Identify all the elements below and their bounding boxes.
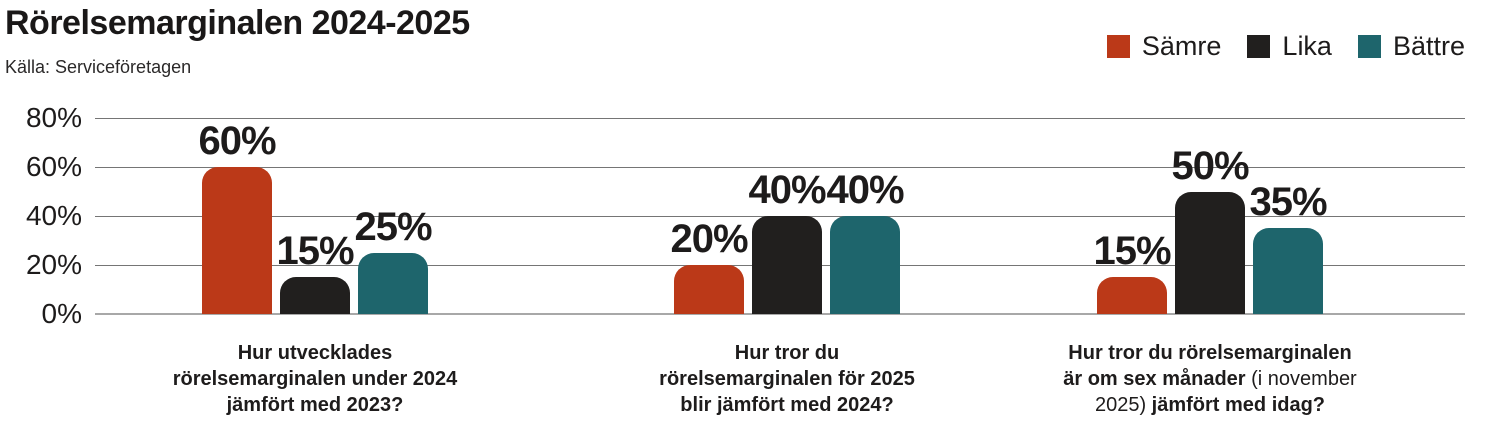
bar-value-label: 20% <box>670 217 748 261</box>
legend-item-battre: Bättre <box>1357 31 1465 62</box>
legend-label: Bättre <box>1392 31 1465 61</box>
bar <box>202 167 272 314</box>
category-label-line: Hur tror du rörelsemarginalen <box>1068 342 1352 364</box>
bar-value-label: 35% <box>1249 180 1327 225</box>
y-axis-tick: 40% <box>25 200 82 231</box>
bar-value-label: 15% <box>1093 229 1171 274</box>
bar <box>1097 277 1167 314</box>
bar-group2-samre: 20% <box>670 118 749 314</box>
legend-item-lika: Lika <box>1247 31 1332 62</box>
gridline-80 <box>95 118 1465 119</box>
category-label-line: 2025) jämfört med idag? <box>1094 394 1326 416</box>
category-label-line: Hur utvecklades <box>237 342 393 364</box>
category-label-1: Hur utvecklades rörelsemarginalen under … <box>75 340 555 418</box>
legend: Sämre Lika Bättre <box>1106 31 1465 62</box>
bar <box>830 216 900 314</box>
category-label-3: Hur tror du rörelsemarginalen är om sex … <box>970 340 1450 418</box>
legend-swatch-battre <box>1357 35 1381 58</box>
category-label-line: rörelsemarginalen under 2024 <box>172 368 458 390</box>
bar <box>674 265 744 314</box>
category-label-line: jämfört med 2023? <box>226 394 404 416</box>
gridline-baseline <box>95 313 1465 315</box>
category-label-line: är om sex månader (i november <box>1063 368 1357 390</box>
bar <box>280 277 350 314</box>
y-axis-tick: 60% <box>25 151 82 182</box>
bar-value-label: 40% <box>826 168 904 212</box>
bar-value-label: 60% <box>198 119 276 163</box>
page-title: Rörelsemarginalen 2024-2025 <box>5 4 470 42</box>
plot-area: 80% 60% 40% 20% 0% 60% 15% 25% 20% 40% 4… <box>0 102 1500 329</box>
y-axis-tick: 20% <box>25 249 82 280</box>
bar-group1-samre: 60% <box>198 118 277 314</box>
gridline-60 <box>95 167 1465 168</box>
bar <box>1253 228 1323 314</box>
bar-value-label: 40% <box>748 168 826 212</box>
bar-group2-battre: 40% <box>826 118 905 314</box>
legend-item-samre: Sämre <box>1106 31 1222 62</box>
bar-group2-lika: 40% <box>748 118 827 314</box>
bar-group1-lika: 15% <box>276 118 355 314</box>
bar <box>1175 191 1245 314</box>
bar-group3-battre: 35% <box>1249 118 1328 314</box>
bar <box>752 216 822 314</box>
bar-value-label: 15% <box>276 229 354 274</box>
y-axis-tick: 0% <box>41 298 82 329</box>
bar-value-label: 25% <box>354 204 432 249</box>
category-label-2: Hur tror du rörelsemarginalen för 2025 b… <box>547 340 1027 418</box>
category-label-line: blir jämfört med 2024? <box>680 394 894 416</box>
bar-group1-battre: 25% <box>354 118 433 314</box>
bar <box>358 252 428 314</box>
category-label-line: Hur tror du <box>734 342 840 364</box>
legend-label: Lika <box>1282 31 1332 61</box>
legend-swatch-lika <box>1247 35 1271 58</box>
y-axis-tick: 80% <box>25 102 82 133</box>
bar-group3-samre: 15% <box>1093 118 1172 314</box>
category-label-line: rörelsemarginalen för 2025 <box>659 368 915 390</box>
legend-label: Sämre <box>1141 31 1222 61</box>
bar-value-label: 50% <box>1171 143 1249 188</box>
legend-swatch-samre <box>1106 35 1130 58</box>
source-note: Källa: Serviceföretagen <box>5 57 192 77</box>
bar-group3-lika: 50% <box>1171 118 1250 314</box>
